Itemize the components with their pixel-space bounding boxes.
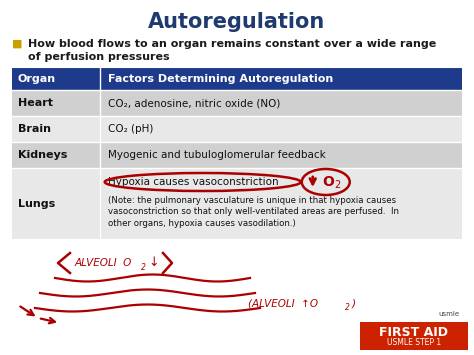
Text: O: O [323, 175, 335, 189]
Bar [360, 322, 468, 350]
Bar [12, 168, 462, 240]
Text: Factors Determining Autoregulation: Factors Determining Autoregulation [108, 73, 333, 83]
Text: ↓: ↓ [148, 257, 158, 269]
Bar [12, 116, 462, 142]
Bar [12, 142, 462, 168]
Text: 2: 2 [345, 302, 350, 311]
Text: Autoregulation: Autoregulation [148, 12, 326, 32]
Text: (Note: the pulmonary vasculature is unique in that hypoxia causes
vasoconstricti: (Note: the pulmonary vasculature is uniq… [108, 196, 399, 228]
Text: Brain: Brain [18, 124, 51, 134]
Bar [12, 90, 462, 116]
Text: 2: 2 [141, 262, 146, 272]
Text: ■: ■ [12, 39, 22, 49]
Text: ALVEOLI  O: ALVEOLI O [75, 258, 132, 268]
Text: of perfusion pressures: of perfusion pressures [28, 52, 170, 62]
Text: usmle: usmle [439, 311, 460, 317]
Text: How blood flows to an organ remains constant over a wide range: How blood flows to an organ remains cons… [28, 39, 436, 49]
Text: (ALVEOLI  ↑O: (ALVEOLI ↑O [248, 298, 318, 308]
Text: CO₂, adenosine, nitric oxide (NO): CO₂, adenosine, nitric oxide (NO) [108, 98, 280, 108]
Text: ): ) [352, 298, 356, 308]
Text: Heart: Heart [18, 98, 53, 108]
Text: CO₂ (pH): CO₂ (pH) [108, 124, 153, 134]
Text: Myogenic and tubuloglomerular feedback: Myogenic and tubuloglomerular feedback [108, 150, 326, 160]
Text: 2: 2 [335, 180, 341, 190]
Text: Kidneys: Kidneys [18, 150, 67, 160]
Text: Lungs: Lungs [18, 199, 55, 209]
Text: FIRST AID: FIRST AID [380, 326, 448, 339]
Bar [12, 67, 462, 90]
Text: USMLE STEP 1: USMLE STEP 1 [387, 338, 441, 347]
Text: Organ: Organ [18, 73, 56, 83]
Text: Hypoxia causes vasoconstriction: Hypoxia causes vasoconstriction [108, 177, 278, 187]
